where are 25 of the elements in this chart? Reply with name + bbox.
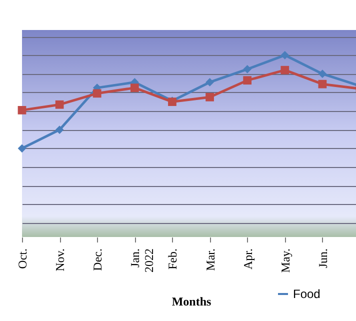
point — [18, 106, 26, 114]
x-tick-label: Jan. 2022 — [128, 248, 156, 272]
legend-label: Food — [293, 287, 320, 301]
x-tick-label: Dec. — [90, 248, 105, 271]
point — [206, 92, 214, 102]
x-tick-label: Jun. — [316, 248, 330, 268]
point — [318, 70, 327, 78]
point — [130, 84, 139, 92]
point — [55, 126, 64, 134]
x-tick-label: Oct. — [16, 248, 30, 269]
point — [18, 144, 26, 153]
point — [55, 100, 64, 109]
point — [243, 64, 252, 74]
point — [243, 76, 252, 85]
point — [206, 78, 214, 86]
x-tick-label: Mar. — [203, 248, 218, 271]
x-tick-label: Nov. — [53, 248, 68, 272]
point — [280, 66, 290, 74]
x-tick-label: Apr. — [240, 248, 255, 270]
x-tick-label: Feb. — [166, 248, 180, 270]
point — [92, 89, 102, 98]
x-axis-title: Months — [172, 294, 212, 309]
point — [318, 80, 327, 88]
point — [280, 50, 290, 60]
x-tick-label: May. — [278, 248, 292, 273]
